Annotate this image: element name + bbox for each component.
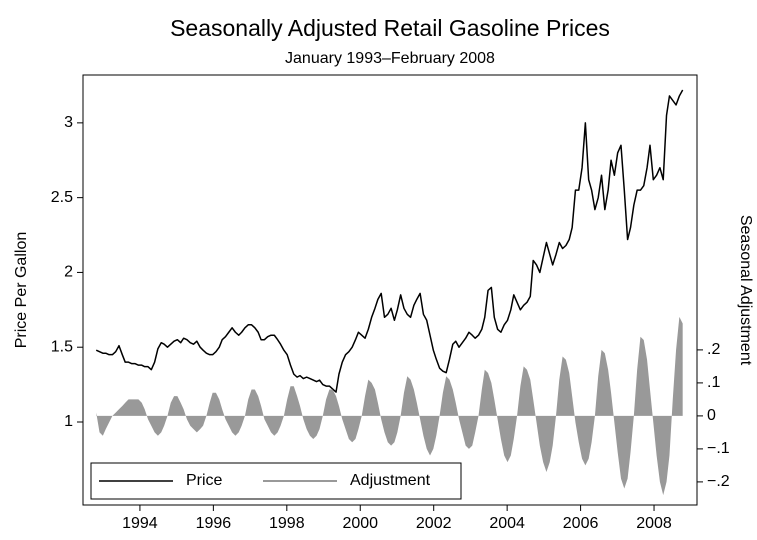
price-line [95, 89, 684, 393]
plot-frame [82, 74, 698, 506]
y-axis-label: Price Per Gallon [13, 232, 30, 349]
y-tick-label: 1 [64, 413, 73, 430]
x-tick-label: 2000 [342, 515, 378, 532]
y-tick-label: 2 [64, 264, 73, 281]
y2-tick-label: .2 [707, 341, 720, 358]
y-tick-label: 2.5 [51, 189, 73, 206]
y-tick-label: 3 [64, 114, 73, 131]
x-tick-label: 2004 [489, 515, 525, 532]
x-tick-label: 1994 [122, 515, 158, 532]
x-tick-label: 2008 [636, 515, 672, 532]
chart-title: Seasonally Adjusted Retail Gasoline Pric… [170, 15, 610, 41]
y-tick-label: 1.5 [51, 338, 73, 355]
y2-tick-label: .1 [707, 374, 720, 391]
y2-tick-label: −.1 [707, 440, 730, 457]
x-tick-label: 1998 [269, 515, 305, 532]
legend-label: Price [186, 472, 223, 489]
x-tick-label: 2006 [563, 515, 599, 532]
y2-tick-label: 0 [707, 407, 716, 424]
x-tick-label: 1996 [196, 515, 232, 532]
legend-label: Adjustment [350, 472, 431, 489]
x-tick-label: 2002 [416, 515, 452, 532]
chart-subtitle: January 1993–February 2008 [285, 50, 495, 67]
adjustment-area [96, 316, 683, 496]
y2-tick-label: −.2 [707, 473, 730, 490]
y2-axis-label: Seasonal Adjustment [737, 215, 754, 366]
